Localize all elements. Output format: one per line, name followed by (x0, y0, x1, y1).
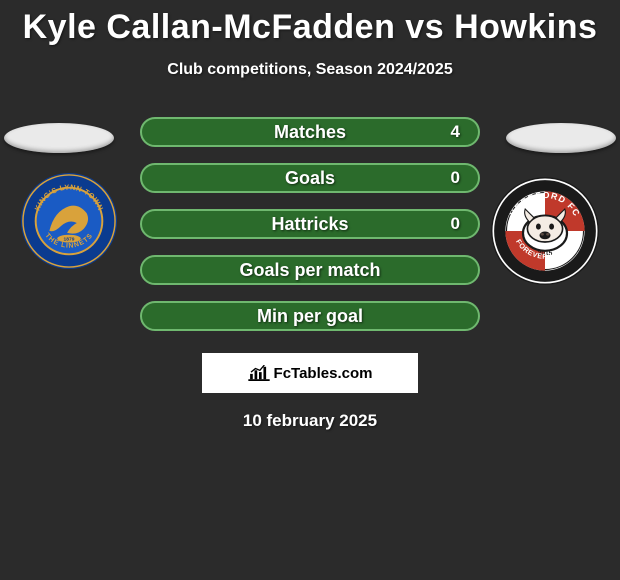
page-title: Kyle Callan-McFadden vs Howkins (0, 0, 620, 47)
branding-text: FcTables.com (274, 365, 373, 382)
branding-box: FcTables.com (202, 353, 418, 393)
stat-value: 0 (451, 214, 460, 234)
flag-oval-right (506, 123, 616, 153)
branding-chart-icon (248, 365, 270, 381)
club-crest-right: 2015 HEREFORD FC FOREVER UNITED (490, 176, 600, 286)
date-text: 10 february 2025 (0, 393, 620, 431)
stat-value: 0 (451, 168, 460, 188)
stat-bar: Goals per match (140, 255, 480, 285)
stat-label: Hattricks (271, 214, 348, 235)
stat-row-hattricks: Hattricks 0 (140, 209, 480, 239)
stat-row-matches: Matches 4 (140, 117, 480, 147)
stat-bar: Hattricks 0 (140, 209, 480, 239)
stat-label: Goals (285, 168, 335, 189)
stat-row-goals: Goals 0 (140, 163, 480, 193)
stat-bar: Matches 4 (140, 117, 480, 147)
stat-label: Min per goal (257, 306, 363, 327)
stat-label: Goals per match (239, 260, 380, 281)
stat-value: 4 (451, 122, 460, 142)
stat-bar: Goals 0 (140, 163, 480, 193)
svg-text:1879: 1879 (64, 237, 75, 243)
stat-row-min-per-goal: Min per goal (140, 301, 480, 331)
stat-label: Matches (274, 122, 346, 143)
subtitle: Club competitions, Season 2024/2025 (0, 47, 620, 79)
stat-bar: Min per goal (140, 301, 480, 331)
club-crest-left: 1879 KING'S LYNN TOWN THE LINNETS (20, 172, 118, 270)
stat-row-goals-per-match: Goals per match (140, 255, 480, 285)
flag-oval-left (4, 123, 114, 153)
